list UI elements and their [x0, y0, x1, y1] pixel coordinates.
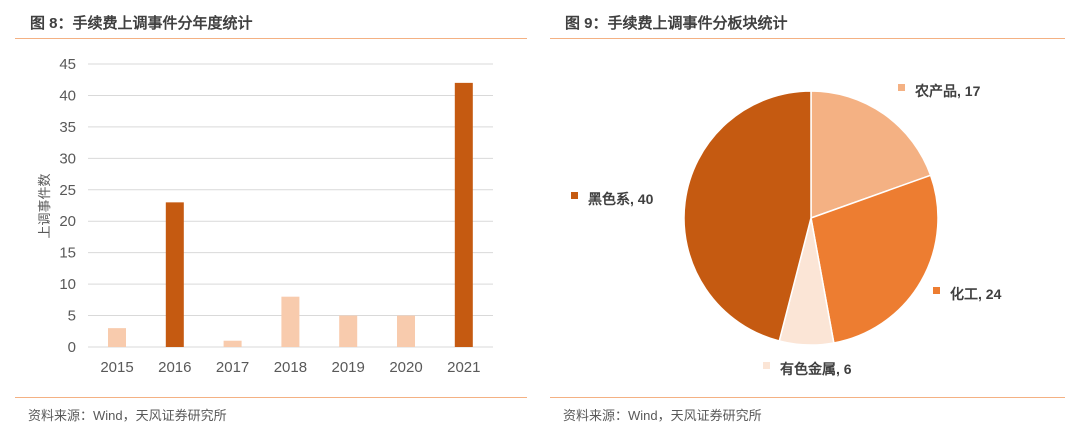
x-tick-label: 2019	[332, 359, 365, 376]
right-panel: 图 9：手续费上调事件分板块统计 农产品, 17 化工, 24 有色金属, 6 黑色系…	[540, 0, 1080, 438]
bar-chart: 0 5 10 15 20 25 30 35 40 45 2015 2016 2017 2018 2019 20…	[37, 56, 493, 376]
y-axis-label: 上调事件数	[37, 173, 52, 238]
figure-8-title: 图 8：手续费上调事件分年度统计	[30, 15, 253, 32]
y-tick-label: 5	[68, 308, 76, 325]
x-tick-label: 2021	[447, 359, 480, 376]
footer-divider	[15, 397, 527, 398]
pie-slice-1	[810, 174, 939, 344]
x-tick-label: 2020	[389, 359, 422, 376]
x-tick-label: 2018	[274, 359, 307, 376]
bar-2020	[397, 315, 415, 347]
x-tick-label: 2015	[100, 359, 133, 376]
bar-2021	[454, 82, 473, 347]
title-divider	[15, 38, 527, 39]
legend-marker	[933, 287, 940, 294]
slice-label: 农产品, 17	[914, 83, 981, 99]
x-tick-label: 2017	[216, 359, 249, 376]
y-tick-label: 10	[59, 276, 76, 293]
y-tick-label: 20	[59, 213, 76, 230]
figure-9-title: 图 9：手续费上调事件分板块统计	[565, 15, 788, 32]
legend-marker	[571, 192, 578, 199]
left-panel: 图 8：手续费上调事件分年度统计 0 5 10 15 20 25 30 35 40 45 2015 2…	[15, 15, 527, 423]
source-note: 资料来源：Wind，天风证券研究所	[563, 408, 762, 423]
y-tick-label: 45	[59, 56, 76, 73]
y-tick-label: 35	[59, 119, 76, 136]
footer-divider	[550, 397, 1065, 398]
pie-chart: 农产品, 17 化工, 24 有色金属, 6 黑色系, 40	[571, 83, 1002, 377]
slice-label: 黑色系, 40	[588, 191, 654, 207]
bar-2015	[108, 328, 126, 347]
legend-marker	[898, 84, 905, 91]
title-divider	[550, 38, 1065, 39]
source-note: 资料来源：Wind，天风证券研究所	[28, 408, 227, 423]
y-tick-label: 30	[59, 150, 76, 167]
pie-slice-0	[810, 90, 932, 220]
bar-2016	[165, 202, 184, 347]
y-tick-label: 0	[68, 339, 76, 356]
y-tick-label: 15	[59, 245, 76, 262]
slice-label: 化工, 24	[950, 286, 1002, 302]
pie-slice-3	[683, 90, 812, 342]
y-tick-label: 40	[59, 87, 76, 104]
bar-2018	[281, 296, 300, 347]
x-tick-label: 2016	[158, 359, 191, 376]
bar-2019	[339, 315, 358, 347]
legend-marker	[763, 362, 770, 369]
bar-2017	[223, 340, 242, 347]
slice-label: 有色金属, 6	[780, 361, 852, 377]
y-tick-label: 25	[59, 182, 76, 199]
